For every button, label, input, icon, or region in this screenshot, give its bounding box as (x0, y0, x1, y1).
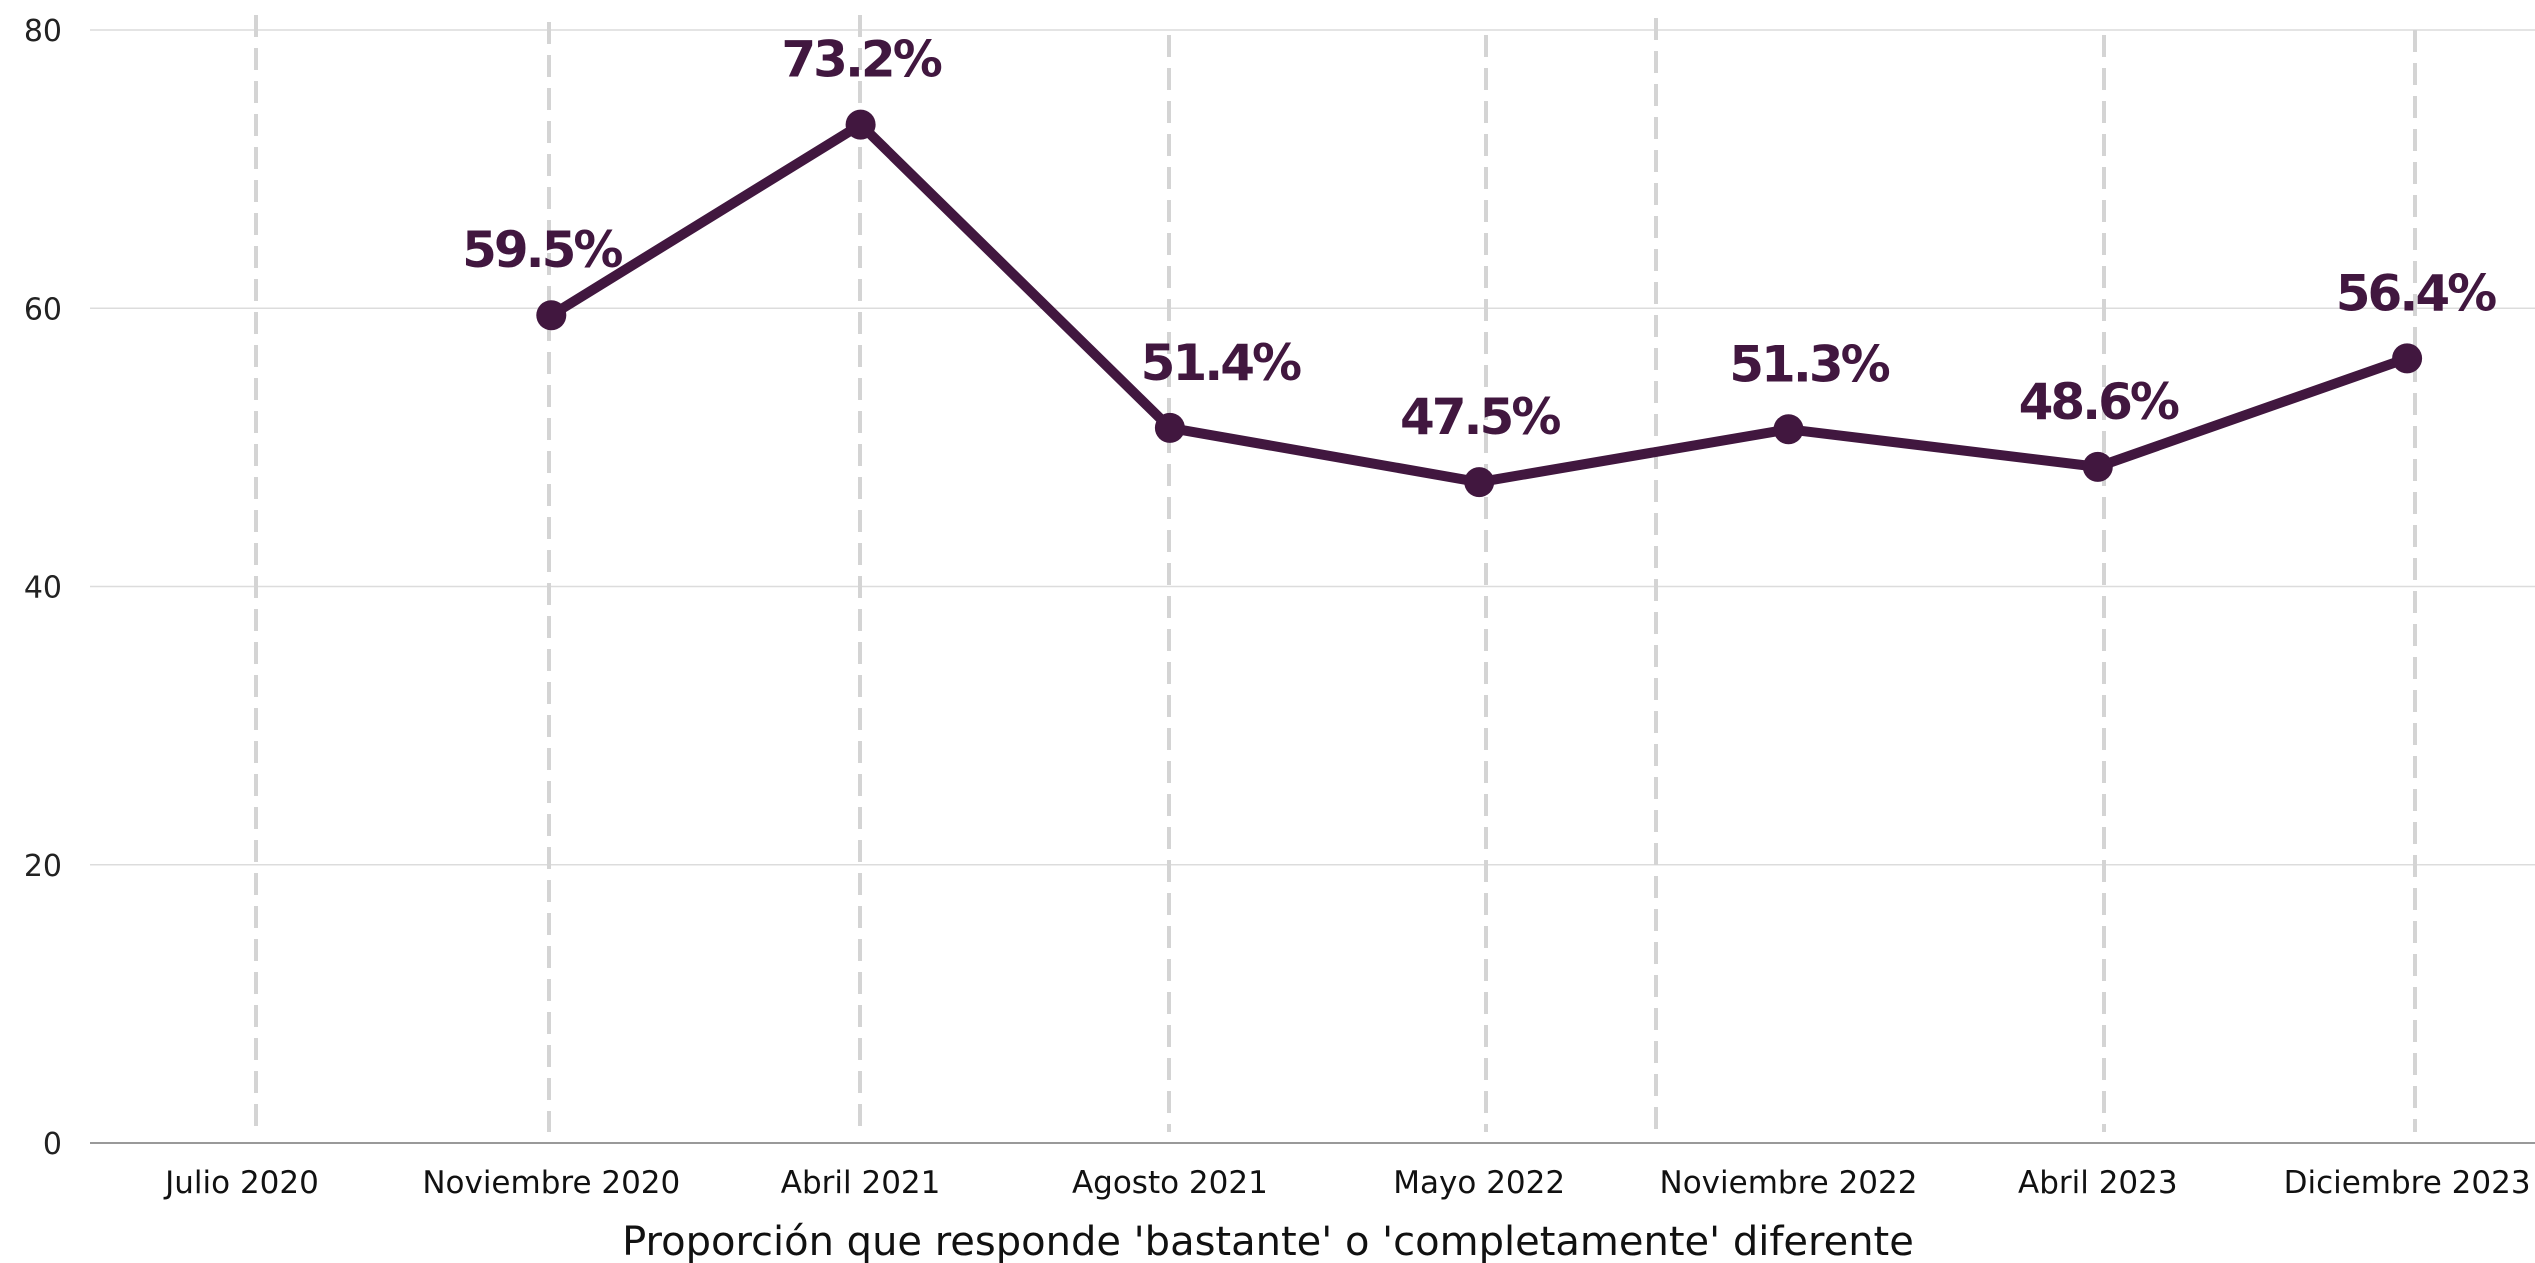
x-tick-label: Noviembre 2020 (422, 1165, 680, 1201)
data-label: 51.4% (1141, 334, 1301, 392)
y-tick-label: 0 (43, 1127, 62, 1162)
y-tick-label: 20 (24, 849, 62, 884)
data-labels: 59.5% 73.2% 51.4% 47.5% 51.3% 48.6% 56.4% (462, 31, 2499, 447)
x-tick-label: Diciembre 2023 (2284, 1165, 2531, 1201)
x-tick-label: Noviembre 2022 (1660, 1165, 1918, 1201)
data-point (1154, 412, 1185, 443)
x-tick-label: Agosto 2021 (1072, 1165, 1268, 1201)
data-point (1773, 414, 1804, 445)
x-tick-label: Julio 2020 (163, 1165, 319, 1201)
data-point (2392, 343, 2423, 374)
x-tick-label: Abril 2023 (2018, 1165, 2178, 1201)
data-label: 47.5% (1400, 388, 1560, 446)
data-point (2082, 451, 2113, 482)
y-tick-labels: 0 20 40 60 80 (24, 14, 62, 1162)
x-tick-label: Mayo 2022 (1393, 1165, 1565, 1201)
data-label: 73.2% (781, 31, 941, 89)
x-axis-label: Proporción que responde 'bastante' o 'co… (622, 1219, 1914, 1263)
data-points (536, 109, 2423, 498)
x-tick-labels: Julio 2020 Noviembre 2020 Abril 2021 Agosto… (163, 1165, 2530, 1201)
data-label: 48.6% (2019, 373, 2179, 431)
y-tick-label: 80 (24, 14, 62, 49)
data-label: 59.5% (462, 221, 622, 279)
x-tick-label: Abril 2021 (781, 1165, 941, 1201)
data-label: 56.4% (2336, 264, 2496, 322)
data-point (845, 109, 876, 140)
x-dashed-gridlines (254, 15, 2417, 1132)
y-gridlines (90, 29, 2535, 866)
y-tick-label: 40 (24, 571, 62, 606)
y-tick-label: 60 (24, 292, 62, 327)
data-point (536, 300, 567, 331)
data-point (1464, 467, 1495, 498)
data-label: 51.3% (1729, 335, 1889, 393)
